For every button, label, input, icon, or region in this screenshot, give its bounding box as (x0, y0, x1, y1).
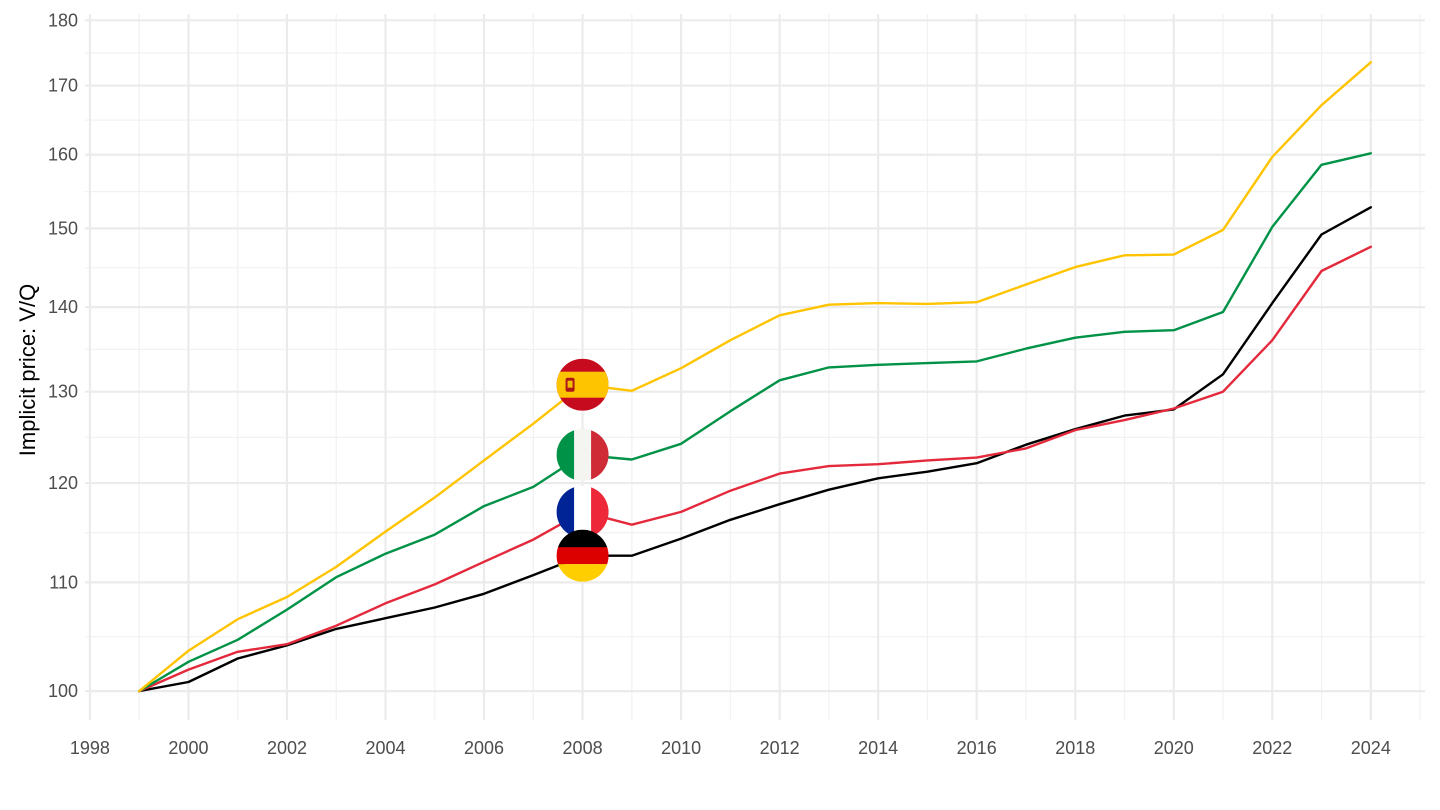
italy-flag-icon (557, 429, 610, 481)
y-tick-label: 140 (48, 297, 78, 317)
x-tick-label: 1998 (70, 738, 110, 758)
series-line-germany (137, 206, 1373, 693)
x-axis-tick-labels: 1998 2000 2002 2004 2006 2008 2010 2012 2014 2016… (70, 738, 1391, 758)
x-tick-label: 2004 (365, 738, 405, 758)
x-tick-label: 2008 (563, 738, 603, 758)
series-lines (137, 61, 1373, 693)
y-axis-title: Implicit price: V/Q (15, 284, 40, 456)
y-tick-label: 150 (48, 218, 78, 238)
y-tick-label: 110 (49, 572, 78, 592)
x-tick-label: 2020 (1154, 738, 1194, 758)
series-line-france (137, 245, 1373, 693)
y-tick-label: 170 (48, 76, 78, 96)
x-tick-label: 2022 (1252, 738, 1292, 758)
y-tick-label: 130 (48, 382, 78, 402)
x-tick-label: 2010 (661, 738, 701, 758)
x-tick-label: 2012 (760, 738, 800, 758)
x-tick-label: 2016 (957, 738, 997, 758)
germany-flag-icon (557, 530, 609, 583)
y-axis-tick-labels: 100 110 120 130 140 150 160 170 180 (48, 10, 78, 701)
x-tick-label: 2006 (464, 738, 504, 758)
x-tick-label: 2014 (858, 738, 898, 758)
flag-markers (557, 359, 610, 582)
y-tick-label: 180 (48, 10, 78, 30)
y-tick-label: 100 (48, 681, 78, 701)
y-tick-label: 160 (48, 145, 78, 165)
x-tick-label: 2018 (1055, 738, 1095, 758)
major-gridlines (85, 14, 1425, 720)
spain-flag-icon (557, 359, 609, 411)
x-tick-label: 2002 (267, 738, 307, 758)
x-tick-label: 2024 (1351, 738, 1391, 758)
y-tick-label: 120 (48, 473, 78, 493)
series-line-italy (137, 152, 1373, 693)
x-tick-label: 2000 (168, 738, 208, 758)
series-line-spain (137, 61, 1373, 693)
minor-gridlines (85, 14, 1425, 720)
